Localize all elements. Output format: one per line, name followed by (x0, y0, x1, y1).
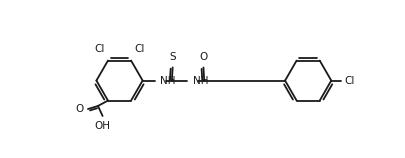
Text: OH: OH (94, 121, 110, 131)
Text: O: O (199, 52, 207, 62)
Text: O: O (76, 104, 84, 114)
Text: S: S (169, 52, 175, 62)
Text: Cl: Cl (94, 44, 104, 54)
Text: Cl: Cl (343, 76, 354, 86)
Text: Cl: Cl (134, 44, 144, 54)
Text: NH: NH (160, 76, 175, 86)
Text: NH: NH (192, 76, 208, 86)
